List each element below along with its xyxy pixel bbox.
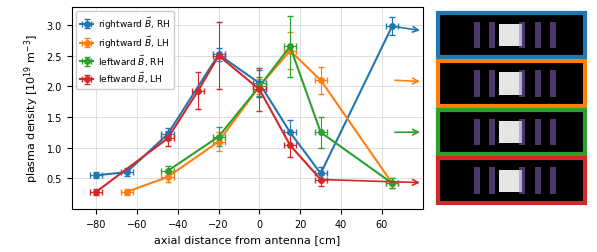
X-axis label: axial distance from antenna [cm]: axial distance from antenna [cm] (154, 234, 340, 244)
Bar (442, 163, 582, 199)
Bar (442, 115, 582, 150)
Bar (500, 170, 522, 192)
Bar (473, 168, 479, 194)
Bar (500, 73, 522, 95)
Bar (534, 71, 541, 98)
FancyBboxPatch shape (438, 159, 585, 203)
Y-axis label: plasma density [$10^{19}$ m$^{-3}$]: plasma density [$10^{19}$ m$^{-3}$] (22, 34, 41, 182)
Bar (489, 168, 495, 194)
Bar (534, 119, 541, 146)
FancyBboxPatch shape (438, 14, 585, 58)
Bar (534, 22, 541, 49)
Bar (500, 121, 522, 144)
Bar (500, 25, 522, 47)
Bar (489, 119, 495, 146)
Bar (550, 119, 556, 146)
Bar (473, 22, 479, 49)
Legend: rightward $\vec{B}$, RH, rightward $\vec{B}$, LH, leftward $\vec{B}$, RH, leftwa: rightward $\vec{B}$, RH, rightward $\vec… (76, 12, 174, 90)
Bar (442, 67, 582, 102)
Bar (519, 168, 525, 194)
FancyBboxPatch shape (438, 62, 585, 106)
Bar (473, 119, 479, 146)
Bar (550, 168, 556, 194)
Bar (519, 71, 525, 98)
Bar (489, 22, 495, 49)
Bar (550, 71, 556, 98)
Bar (519, 22, 525, 49)
Bar (473, 71, 479, 98)
Bar (442, 18, 582, 53)
Bar (550, 22, 556, 49)
Bar (534, 168, 541, 194)
Bar (519, 119, 525, 146)
FancyBboxPatch shape (438, 110, 585, 155)
Bar (489, 71, 495, 98)
